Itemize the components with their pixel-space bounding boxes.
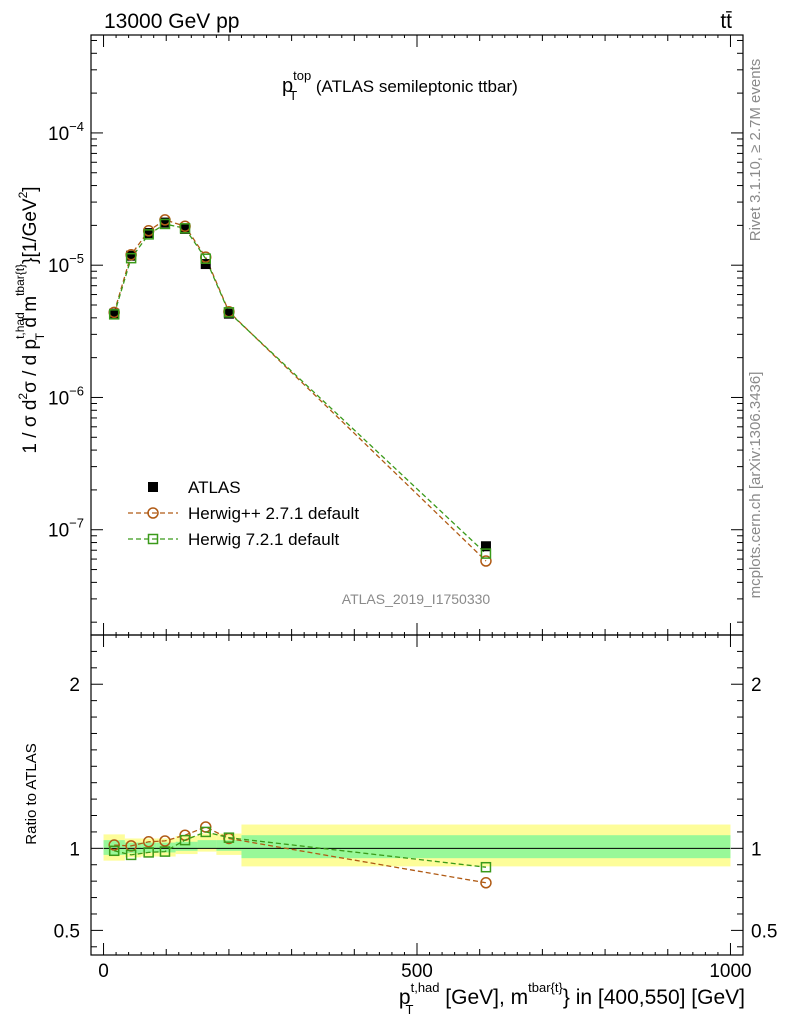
ratio-series-1-point bbox=[223, 832, 235, 843]
series-0-point bbox=[126, 250, 137, 261]
main-ytick-label: 10−5 bbox=[48, 251, 84, 277]
legend-entry-label: ATLAS bbox=[188, 478, 241, 497]
main-ytick-label: 10−6 bbox=[48, 383, 84, 409]
legend-marker bbox=[148, 482, 158, 492]
ratio-plot-area: 0.5 0.5 1 1 2 2 0 500 1000 bbox=[54, 634, 777, 982]
legend-marker bbox=[147, 533, 159, 545]
series-2-point bbox=[179, 223, 191, 234]
ratio-y-axis-label: Ratio to ATLAS bbox=[23, 743, 40, 844]
series-2-point bbox=[223, 307, 235, 318]
process-label: tt̄ bbox=[720, 10, 732, 33]
series-2-point bbox=[143, 229, 154, 240]
x-axis-label: pt,had T [GeV], mtbar{t}} in [400,550] [G… bbox=[399, 980, 745, 1017]
uncertainty-band-inner-6 bbox=[216, 840, 242, 851]
main-plot-area: 10−7 10−6 10−5 10−4 ATLAS Herwig++ 2.7.1 defa… bbox=[48, 34, 744, 636]
ratio-series-1-point bbox=[125, 849, 137, 861]
main-ytick-label: 10−4 bbox=[48, 119, 84, 145]
series-2-point bbox=[108, 309, 120, 320]
series-0-point bbox=[223, 308, 234, 319]
analysis-watermark: ATLAS_2019_I1750330 bbox=[342, 591, 491, 607]
series-0-point bbox=[159, 217, 170, 228]
series-0-point bbox=[109, 308, 120, 319]
series-0-point bbox=[143, 228, 154, 239]
series-2-point bbox=[159, 218, 171, 230]
ratio-ytick-label-left: 1 bbox=[69, 839, 80, 860]
mcplots-label: mcplots.cern.ch [arXiv:1306.3436] bbox=[747, 372, 764, 599]
ratio-series-1-point bbox=[108, 845, 120, 857]
legend-marker bbox=[147, 507, 159, 519]
legend: ATLAS Herwig++ 2.7.1 default Herwig 7.2.1 … bbox=[128, 478, 359, 549]
xtick-label: 0 bbox=[98, 961, 109, 982]
series-0-point bbox=[180, 223, 191, 234]
rivet-version-label: Rivet 3.1.10, ≥ 2.7M events bbox=[747, 59, 764, 242]
ratio-series-0-point bbox=[480, 877, 492, 889]
ratio-series-0-point bbox=[108, 839, 120, 851]
series-0-point bbox=[480, 541, 491, 552]
main-plot-title: ptop T (ATLAS semileptonic ttbar) bbox=[282, 68, 518, 103]
uncertainty-band-inner-0 bbox=[103, 840, 125, 855]
uncertainty-band-inner-5 bbox=[197, 840, 217, 849]
ratio-ytick-label-right: 2 bbox=[751, 675, 762, 696]
series-2-point bbox=[125, 252, 137, 264]
ratio-series-1-point bbox=[159, 846, 171, 857]
ratio-series-1-point bbox=[179, 834, 191, 846]
ratio-ytick-label-left: 2 bbox=[69, 675, 80, 696]
ratio-series-1-point bbox=[200, 826, 211, 838]
ratio-series-0-point bbox=[142, 836, 155, 848]
xtick-label: 1000 bbox=[709, 961, 751, 982]
beam-label: 13000 GeV pp bbox=[104, 10, 239, 33]
ratio-frame bbox=[90, 634, 744, 956]
uncertainty-band-inner-4 bbox=[175, 841, 198, 851]
legend-entry-label: Herwig 7.2.1 default bbox=[188, 530, 339, 549]
ratio-series-1-point bbox=[143, 847, 154, 858]
series-2-point bbox=[200, 253, 211, 264]
main-ytick-label: 10−7 bbox=[48, 516, 84, 542]
ratio-series-0-point bbox=[159, 835, 171, 847]
main-y-axis-label: 1 / σ d2σ / d pt,had T d mtbar{t}}[1/GeV2… bbox=[13, 186, 47, 453]
uncertainty-band-inner-7 bbox=[241, 835, 731, 859]
series-2-point bbox=[480, 548, 492, 559]
series-0-point bbox=[200, 259, 211, 270]
legend-entry-label: Herwig++ 2.7.1 default bbox=[188, 504, 359, 523]
ratio-series-1-point bbox=[480, 861, 492, 873]
ratio-ytick-label-right: 0.5 bbox=[751, 921, 777, 942]
xtick-label: 500 bbox=[401, 961, 433, 982]
series-1-point bbox=[480, 555, 492, 567]
ratio-ytick-label-left: 0.5 bbox=[54, 921, 80, 942]
ratio-ytick-label-right: 1 bbox=[751, 839, 762, 860]
